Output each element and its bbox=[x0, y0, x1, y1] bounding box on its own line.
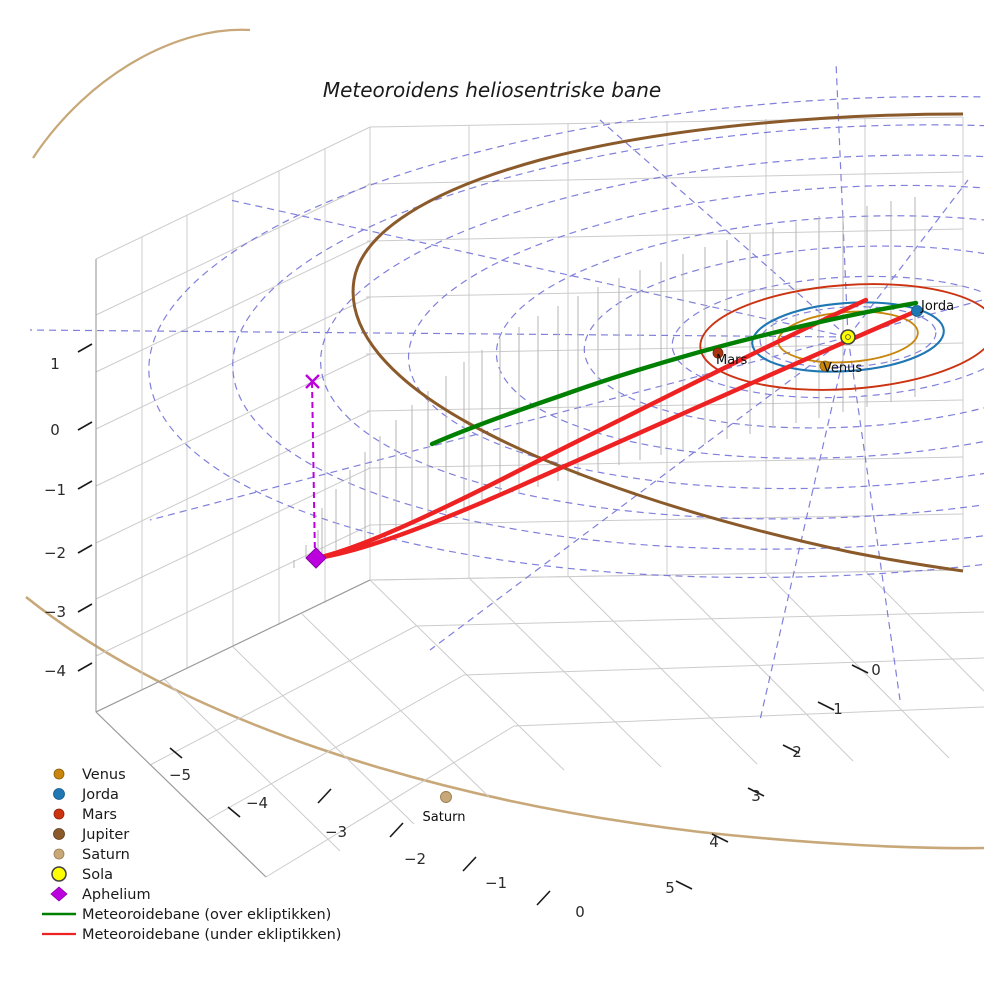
label-mars: Mars bbox=[716, 353, 748, 368]
sola-icon bbox=[51, 866, 67, 882]
legend-item-mars[interactable]: Mars bbox=[53, 807, 117, 823]
y-tick-5: 5 bbox=[665, 879, 675, 897]
y-tick-4: 4 bbox=[709, 833, 719, 851]
planet-markers bbox=[440, 305, 923, 803]
label-venus: Venus bbox=[823, 361, 862, 376]
aphelium-stem bbox=[311, 380, 316, 559]
label-saturn: Saturn bbox=[423, 810, 466, 825]
legend-label-sola: Sola bbox=[82, 867, 113, 883]
legend-item-jupiter[interactable]: Jupiter bbox=[53, 827, 130, 843]
z-axis-tick-labels: 1 0 −1 −2 −3 −4 bbox=[44, 355, 66, 680]
aphelium-diamond-marker bbox=[305, 547, 327, 569]
mars-icon bbox=[53, 808, 65, 820]
z-tick-4: −3 bbox=[44, 603, 66, 621]
z-tick-3: −2 bbox=[44, 544, 66, 562]
saturn-icon bbox=[53, 848, 65, 860]
jorda-icon bbox=[53, 788, 65, 800]
axis-spines bbox=[95, 259, 371, 878]
y-axis-ticks bbox=[675, 664, 869, 890]
legend-label-under-ecliptic: Meteoroidebane (under ekliptikken) bbox=[82, 927, 341, 943]
jorda-orbit bbox=[751, 301, 945, 373]
x-axis-ticks bbox=[169, 747, 241, 818]
legend: Venus Jorda Mars Jupiter Saturn bbox=[42, 767, 341, 943]
saturn-orbit bbox=[25, 28, 984, 850]
aphelium-icon bbox=[50, 886, 68, 902]
legend-label-saturn: Saturn bbox=[82, 847, 130, 863]
mars-orbit bbox=[699, 283, 984, 391]
y-tick-0: 0 bbox=[871, 661, 881, 679]
x-tick-3: −2 bbox=[404, 850, 426, 868]
meteoroid-orbit-over-ecliptic bbox=[429, 300, 919, 447]
y-tick-3: 3 bbox=[751, 787, 761, 805]
z-tick-5: −4 bbox=[44, 662, 66, 680]
legend-label-jupiter: Jupiter bbox=[81, 827, 129, 843]
mars-marker bbox=[712, 347, 724, 359]
saturn-marker bbox=[440, 791, 452, 803]
jupiter-icon bbox=[53, 828, 65, 840]
z-tick-2: −1 bbox=[44, 481, 66, 499]
z-tick-1: 0 bbox=[50, 421, 60, 439]
venus-icon bbox=[53, 768, 65, 780]
aphelium-group bbox=[305, 374, 327, 569]
x-tick-5: 0 bbox=[575, 903, 585, 921]
page-title: Meteoroidens heliosentriske bane bbox=[323, 78, 661, 102]
legend-item-under-ecliptic[interactable]: Meteoroidebane (under ekliptikken) bbox=[42, 927, 341, 943]
legend-item-venus[interactable]: Venus bbox=[53, 767, 126, 783]
x-tick-4: −1 bbox=[485, 874, 507, 892]
venus-marker bbox=[819, 360, 831, 372]
legend-label-aphelium: Aphelium bbox=[82, 887, 151, 903]
y-axis-tick-labels: 0 1 2 3 4 5 bbox=[665, 661, 881, 897]
legend-item-sola[interactable]: Sola bbox=[51, 866, 113, 883]
x-axis-tick-labels: −5 −4 −3 −2 −1 0 bbox=[169, 766, 585, 921]
label-jorda: Jorda bbox=[920, 299, 954, 314]
bottom-pane-gridlines bbox=[95, 569, 984, 878]
x-tick-1: −4 bbox=[246, 794, 268, 812]
meteoroid-orbit-under-ecliptic bbox=[314, 297, 922, 561]
pane-gridlines bbox=[365, 116, 964, 581]
aphelium-x-marker bbox=[305, 374, 320, 389]
legend-label-jorda: Jorda bbox=[81, 787, 119, 803]
x-axis-ticks-b bbox=[317, 788, 551, 906]
legend-item-jorda[interactable]: Jorda bbox=[53, 787, 119, 803]
legend-label-mars: Mars bbox=[82, 807, 117, 823]
jorda-marker bbox=[911, 305, 923, 317]
legend-label-venus: Venus bbox=[82, 767, 126, 783]
jupiter-orbit bbox=[351, 112, 964, 573]
x-tick-2: −3 bbox=[325, 823, 347, 841]
legend-item-aphelium[interactable]: Aphelium bbox=[50, 886, 151, 903]
y-tick-2: 2 bbox=[792, 743, 802, 761]
left-pane-gridlines bbox=[95, 126, 371, 713]
legend-item-saturn[interactable]: Saturn bbox=[53, 847, 130, 863]
z-axis-ticks bbox=[77, 343, 93, 672]
z-tick-0: 1 bbox=[50, 355, 60, 373]
legend-item-over-ecliptic[interactable]: Meteoroidebane (over ekliptikken) bbox=[42, 907, 331, 923]
body-text-labels: Jorda Mars Venus Saturn bbox=[423, 299, 955, 825]
x-tick-0: −5 bbox=[169, 766, 191, 784]
polar-grid bbox=[29, 61, 984, 721]
y-tick-1: 1 bbox=[833, 700, 843, 718]
legend-label-over-ecliptic: Meteoroidebane (over ekliptikken) bbox=[82, 907, 331, 923]
